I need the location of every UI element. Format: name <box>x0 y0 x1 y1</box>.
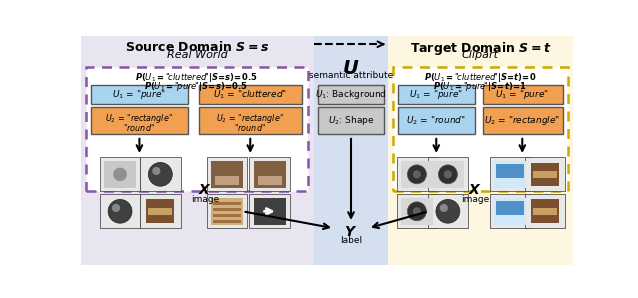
FancyBboxPatch shape <box>211 161 243 188</box>
Circle shape <box>113 167 127 181</box>
Text: $\boldsymbol{X}$: $\boldsymbol{X}$ <box>198 183 212 197</box>
FancyBboxPatch shape <box>86 67 308 190</box>
FancyBboxPatch shape <box>494 198 526 225</box>
FancyBboxPatch shape <box>213 221 241 223</box>
FancyBboxPatch shape <box>213 202 241 205</box>
FancyBboxPatch shape <box>401 161 433 188</box>
FancyBboxPatch shape <box>397 194 437 228</box>
Circle shape <box>108 199 132 223</box>
FancyBboxPatch shape <box>213 214 241 217</box>
Text: $\boldsymbol{U_1}$ = "$\mathit{pure}$": $\boldsymbol{U_1}$ = "$\mathit{pure}$" <box>409 88 463 101</box>
Circle shape <box>152 167 160 175</box>
FancyBboxPatch shape <box>533 208 557 215</box>
Text: image: image <box>461 195 489 204</box>
Text: "$\mathit{round}$": "$\mathit{round}$" <box>123 122 156 133</box>
FancyBboxPatch shape <box>432 161 464 188</box>
FancyBboxPatch shape <box>207 157 247 191</box>
FancyBboxPatch shape <box>524 194 565 228</box>
Circle shape <box>413 170 421 179</box>
Circle shape <box>413 207 421 215</box>
FancyBboxPatch shape <box>146 199 174 223</box>
FancyBboxPatch shape <box>397 157 437 191</box>
Circle shape <box>112 204 120 212</box>
Circle shape <box>444 170 452 179</box>
FancyBboxPatch shape <box>483 85 563 103</box>
FancyBboxPatch shape <box>490 157 530 191</box>
Text: image: image <box>191 195 219 204</box>
Text: $U_1$: Background: $U_1$: Background <box>315 88 387 101</box>
FancyBboxPatch shape <box>215 176 239 184</box>
Circle shape <box>407 165 426 184</box>
Text: $\boldsymbol{U_2}$ = "$\mathit{rectangle}$": $\boldsymbol{U_2}$ = "$\mathit{rectangle… <box>105 112 174 125</box>
Circle shape <box>407 202 426 221</box>
FancyBboxPatch shape <box>524 157 565 191</box>
FancyBboxPatch shape <box>318 107 383 134</box>
Text: semantic attribute: semantic attribute <box>309 71 393 80</box>
Text: $\boldsymbol{U_2}$ = "$\mathit{rectangle}$": $\boldsymbol{U_2}$ = "$\mathit{rectangle… <box>216 112 284 125</box>
FancyBboxPatch shape <box>258 176 282 184</box>
FancyBboxPatch shape <box>531 199 559 223</box>
FancyBboxPatch shape <box>207 194 247 228</box>
Text: $\boldsymbol{X}$: $\boldsymbol{X}$ <box>468 183 482 197</box>
FancyBboxPatch shape <box>140 194 181 228</box>
FancyBboxPatch shape <box>393 67 568 190</box>
FancyBboxPatch shape <box>148 208 172 215</box>
FancyBboxPatch shape <box>494 161 526 188</box>
FancyBboxPatch shape <box>427 157 468 191</box>
FancyBboxPatch shape <box>314 36 388 265</box>
FancyBboxPatch shape <box>496 201 524 215</box>
Text: $\boldsymbol{U_1}$ = "$\mathit{pure}$": $\boldsymbol{U_1}$ = "$\mathit{pure}$" <box>112 88 167 101</box>
Circle shape <box>438 165 457 184</box>
Text: $\boldsymbol{U_1}$ = "$\mathit{pure}$": $\boldsymbol{U_1}$ = "$\mathit{pure}$" <box>495 88 549 101</box>
FancyBboxPatch shape <box>531 162 559 186</box>
FancyBboxPatch shape <box>100 194 140 228</box>
Text: $U_2$: Shape: $U_2$: Shape <box>328 114 375 127</box>
FancyBboxPatch shape <box>140 157 181 191</box>
FancyBboxPatch shape <box>199 107 302 134</box>
Circle shape <box>440 204 448 212</box>
Text: label: label <box>340 236 362 245</box>
FancyBboxPatch shape <box>388 36 573 265</box>
FancyBboxPatch shape <box>253 198 286 225</box>
FancyBboxPatch shape <box>81 36 314 265</box>
FancyBboxPatch shape <box>91 107 188 134</box>
FancyBboxPatch shape <box>253 161 286 188</box>
Circle shape <box>436 199 460 223</box>
FancyBboxPatch shape <box>533 171 557 178</box>
FancyBboxPatch shape <box>199 85 302 103</box>
FancyBboxPatch shape <box>249 157 290 191</box>
FancyBboxPatch shape <box>213 208 241 211</box>
FancyBboxPatch shape <box>427 194 468 228</box>
Text: $\boldsymbol{U_1}$ = "$\mathit{cluttered}$": $\boldsymbol{U_1}$ = "$\mathit{cluttered… <box>213 88 287 100</box>
Text: Clipart: Clipart <box>462 50 499 60</box>
Text: Source Domain $\boldsymbol{S=s}$: Source Domain $\boldsymbol{S=s}$ <box>126 41 270 54</box>
FancyBboxPatch shape <box>397 107 475 134</box>
FancyBboxPatch shape <box>490 194 530 228</box>
Text: $\boldsymbol{Y}$: $\boldsymbol{Y}$ <box>345 225 358 239</box>
Text: $\boldsymbol{P(U_1=}$"$\!\mathit{pure}\!$"$\boldsymbol{|S\!=\!t)\!=\!1}$: $\boldsymbol{P(U_1=}$"$\!\mathit{pure}\!… <box>433 80 528 93</box>
FancyBboxPatch shape <box>100 157 140 191</box>
Text: $\boldsymbol{P(U_1=}$"$\!\mathit{cluttered}\!$"$\boldsymbol{|S\!=\!s)\!=\!0.5}$: $\boldsymbol{P(U_1=}$"$\!\mathit{clutter… <box>135 71 257 84</box>
FancyBboxPatch shape <box>483 107 563 134</box>
FancyBboxPatch shape <box>104 161 136 188</box>
FancyBboxPatch shape <box>496 164 524 178</box>
Circle shape <box>149 162 172 186</box>
Text: $\boldsymbol{P(U_1=}$"$\!\mathit{pure}\!$"$\boldsymbol{|S\!=\!s)\!=\!0.5}$: $\boldsymbol{P(U_1=}$"$\!\mathit{pure}\!… <box>144 80 248 93</box>
Text: Target Domain $\boldsymbol{S=t}$: Target Domain $\boldsymbol{S=t}$ <box>410 41 551 58</box>
FancyBboxPatch shape <box>249 194 290 228</box>
FancyBboxPatch shape <box>91 85 188 103</box>
Text: $\boldsymbol{U_2}$ = "$\mathit{rectangle}$": $\boldsymbol{U_2}$ = "$\mathit{rectangle… <box>484 114 560 127</box>
Text: $\boldsymbol{U_2}$ = "$\mathit{round}$": $\boldsymbol{U_2}$ = "$\mathit{round}$" <box>406 114 466 127</box>
Text: "$\mathit{round}$": "$\mathit{round}$" <box>234 122 266 133</box>
FancyBboxPatch shape <box>401 198 433 225</box>
Text: $\boldsymbol{U}$: $\boldsymbol{U}$ <box>343 59 360 78</box>
Text: Real World: Real World <box>167 50 228 60</box>
FancyBboxPatch shape <box>211 198 243 225</box>
FancyBboxPatch shape <box>397 85 475 103</box>
Text: $\boldsymbol{P(U_1=}$"$\!\mathit{cluttered}\!$"$\boldsymbol{|S\!=\!t)\!=\!0}$: $\boldsymbol{P(U_1=}$"$\!\mathit{clutter… <box>424 71 537 84</box>
FancyBboxPatch shape <box>318 85 383 103</box>
